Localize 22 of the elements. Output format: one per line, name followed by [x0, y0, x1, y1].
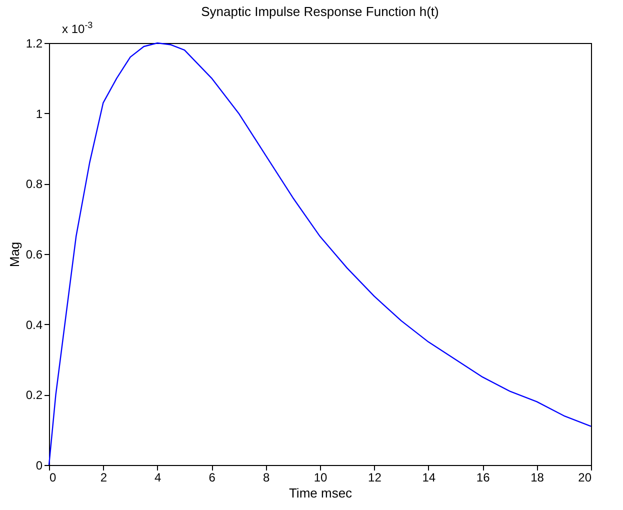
- x-tick-label: 12: [368, 470, 382, 484]
- y-tick-label: 0.8: [26, 177, 43, 192]
- x-tick-label: 20: [578, 470, 592, 484]
- x-tick-label: 2: [100, 470, 108, 484]
- y-tick-label: 0: [36, 458, 43, 472]
- y-axis-title: Mag: [6, 242, 22, 268]
- x-tick-label: 0: [50, 470, 56, 484]
- x-tick-label: 6: [208, 470, 216, 484]
- y-tick-label: 0.2: [26, 388, 43, 402]
- y-tick-label: 0.6: [26, 248, 43, 262]
- y-tick-label: 1.2: [26, 36, 43, 50]
- x-tick-label: 16: [476, 470, 490, 484]
- y-tick-label: 0.4: [26, 318, 43, 332]
- x-tick-label: 18: [530, 470, 544, 484]
- x-tick-label: 14: [422, 470, 436, 484]
- text: x 10$^{-3}$: [62, 20, 93, 36]
- x-axis-title: Time msec: [288, 486, 353, 500]
- x-tick-label: 4: [154, 470, 162, 484]
- y-tick-label: 1: [36, 106, 43, 121]
- x-tick-label: 8: [262, 470, 270, 484]
- chart-title: Synaptic Impulse Response Function h(t): [201, 4, 439, 19]
- x-tick-label: 10: [314, 470, 328, 484]
